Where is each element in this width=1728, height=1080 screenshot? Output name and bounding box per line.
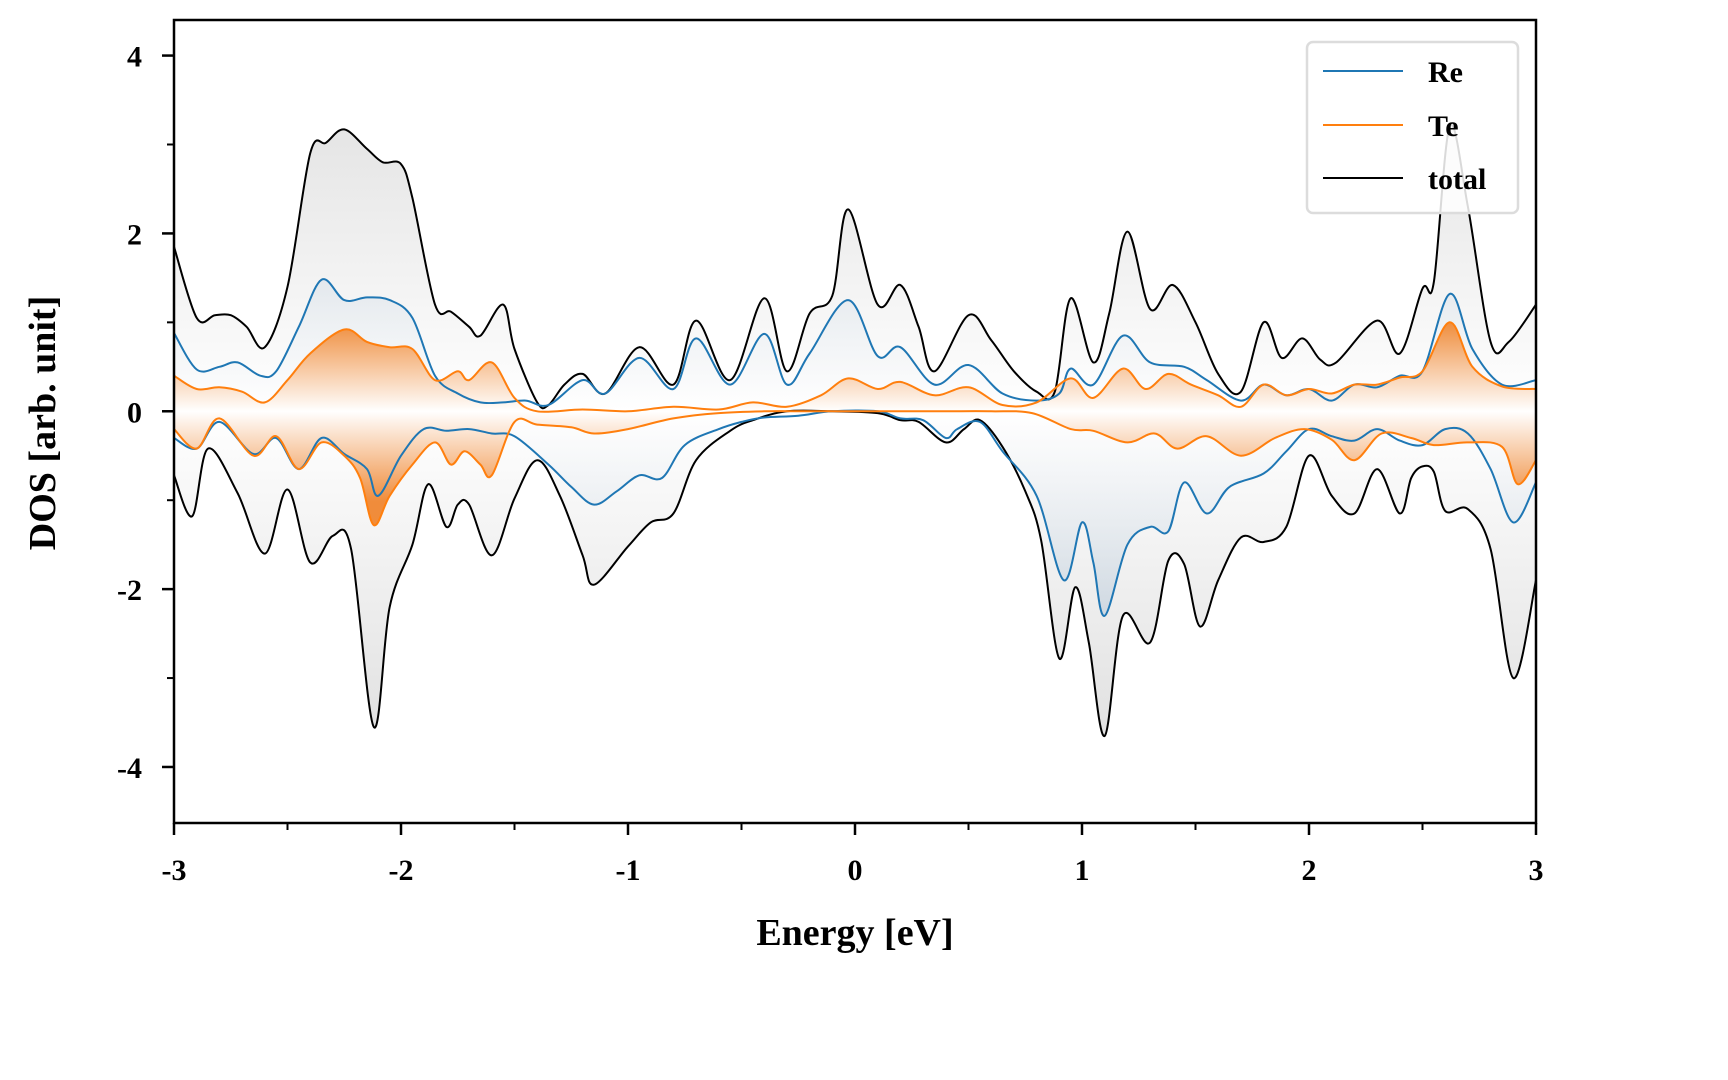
x-tick-label: 0	[848, 854, 863, 887]
x-axis-title: Energy [eV]	[756, 912, 953, 954]
legend-label-te: Te	[1428, 110, 1459, 143]
area-re-spin-up	[174, 279, 1536, 412]
area-te-spin-down	[174, 411, 1536, 526]
y-tick-label: 0	[127, 396, 142, 429]
y-tick-label: -4	[117, 752, 142, 785]
x-tick-label: -3	[162, 854, 187, 887]
x-tick-label: 2	[1302, 854, 1317, 887]
area-te-spin-up	[174, 322, 1536, 412]
y-axis: -4 -2 0 2 4	[117, 41, 174, 785]
line-te-spin-up	[174, 321, 1536, 413]
y-tick-label: -2	[117, 574, 142, 607]
series-lines	[174, 123, 1536, 737]
x-tick-label: 3	[1529, 854, 1544, 887]
line-total-spin-down	[174, 409, 1536, 737]
line-re-spin-up	[174, 278, 1536, 407]
line-re-spin-down	[174, 409, 1536, 617]
legend-box	[1305, 40, 1520, 215]
y-tick-label: 4	[127, 41, 142, 74]
x-tick-label: 1	[1075, 854, 1090, 887]
line-te-spin-down	[174, 410, 1536, 527]
x-axis: -3 -2 -1 0 1 2 3	[162, 823, 1544, 887]
legend-label-re: Re	[1428, 56, 1463, 89]
x-tick-label: -1	[616, 854, 641, 887]
area-re-spin-down	[174, 410, 1536, 616]
y-axis-title: DOS [arb. unit]	[22, 296, 64, 550]
line-total-spin-up	[174, 123, 1536, 410]
legend-label-total: total	[1428, 163, 1486, 196]
area-fills	[174, 124, 1536, 737]
area-total-spin-up	[174, 124, 1536, 412]
y-tick-label: 2	[127, 218, 142, 251]
legend: Re Te total	[1305, 40, 1520, 215]
x-tick-label: -2	[389, 854, 414, 887]
